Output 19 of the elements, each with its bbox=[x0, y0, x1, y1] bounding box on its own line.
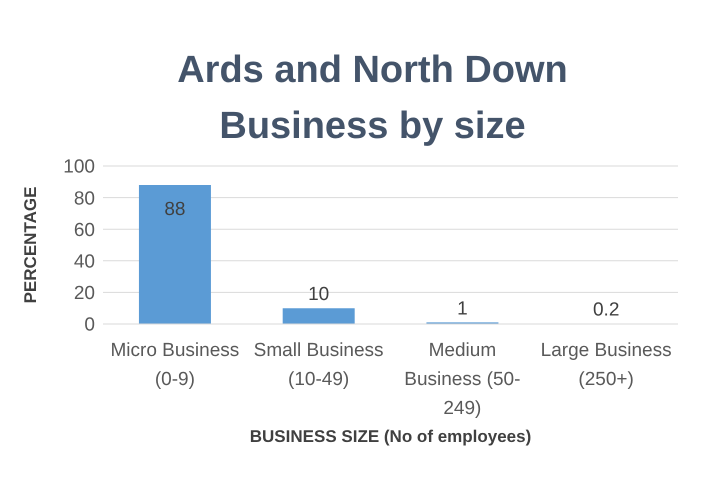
y-tick-label: 100 bbox=[63, 156, 95, 178]
chart-title: Ards and North Down Business by size bbox=[176, 48, 569, 149]
data-label: 88 bbox=[164, 198, 186, 220]
y-tick-label: 80 bbox=[74, 188, 95, 210]
y-tick-label: 20 bbox=[74, 283, 95, 304]
x-tick-label: Medium Business (50-249) bbox=[404, 340, 520, 419]
x-tick-label: Micro Business (0-9) bbox=[110, 340, 240, 390]
y-tick-label: 0 bbox=[84, 314, 95, 336]
y-tick-label: 60 bbox=[74, 220, 95, 241]
data-label: 0.2 bbox=[592, 300, 620, 321]
y-axis-title: PERCENTAGE bbox=[21, 186, 40, 304]
bar bbox=[138, 184, 211, 324]
bar bbox=[282, 308, 355, 324]
x-tick-label: Small Business (10-49) bbox=[254, 340, 384, 390]
data-label: 10 bbox=[308, 284, 330, 306]
data-label: 1 bbox=[457, 298, 468, 320]
y-tick-label: 40 bbox=[74, 252, 95, 273]
x-axis-title: BUSINESS SIZE (No of employees) bbox=[250, 427, 532, 446]
x-tick-label: Large Business (250+) bbox=[540, 340, 672, 390]
